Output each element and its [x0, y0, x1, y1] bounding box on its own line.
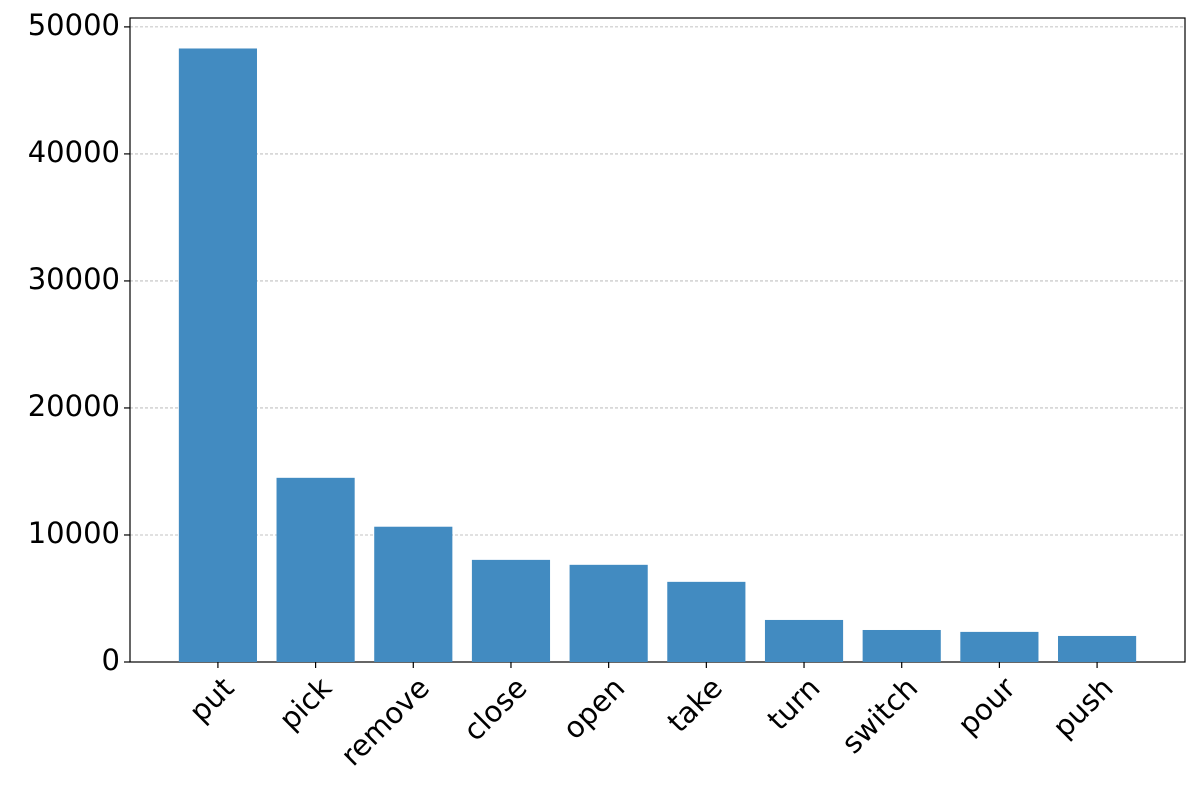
plot-frame	[129, 17, 1186, 663]
x-tick-label: close	[457, 671, 534, 748]
bar	[862, 629, 941, 662]
bar	[569, 564, 648, 662]
y-tick-label: 30000	[28, 262, 120, 296]
x-tick-label: pick	[272, 670, 338, 736]
x-tick-label: open	[556, 671, 631, 746]
y-tick-label: 10000	[28, 516, 120, 550]
bar	[667, 581, 746, 662]
bar	[471, 559, 551, 662]
x-tick-label: pour	[951, 671, 1022, 742]
y-tick-label: 0	[102, 643, 120, 677]
x-tick-label: switch	[835, 671, 925, 761]
x-tick-label: turn	[760, 671, 826, 737]
bar	[960, 631, 1039, 662]
y-tick-label: 20000	[28, 389, 120, 423]
bar	[764, 619, 844, 662]
x-tick-label: remove	[334, 671, 436, 773]
bar	[276, 477, 355, 662]
y-tick-label: 40000	[28, 135, 120, 169]
bar	[374, 526, 453, 662]
bar	[1058, 635, 1137, 662]
x-tick-label: push	[1046, 671, 1120, 745]
bar	[178, 48, 257, 662]
x-tick-label: put	[182, 671, 240, 729]
x-tick-label: take	[661, 671, 729, 739]
y-tick-label: 50000	[28, 8, 120, 42]
